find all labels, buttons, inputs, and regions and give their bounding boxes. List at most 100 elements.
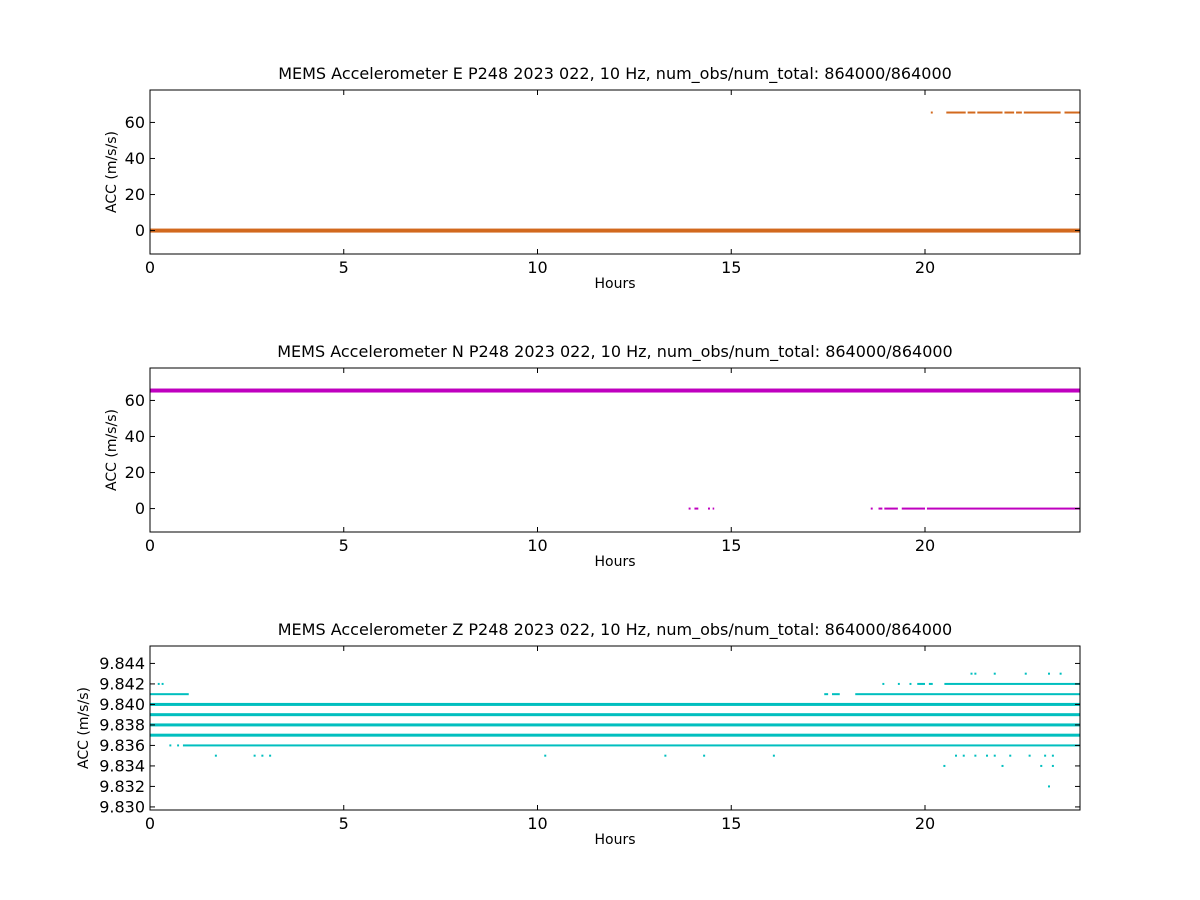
y-tick-label: 60 [125, 113, 145, 132]
data-band [150, 228, 1080, 233]
y-axis-label: ACC (m/s/s) [104, 409, 120, 491]
data-point [1048, 785, 1050, 788]
data-point [993, 672, 996, 675]
data-segment [897, 682, 900, 685]
chart-panel-2: MEMS Accelerometer N P248 2023 022, 10 H… [104, 342, 1081, 570]
x-tick-label: 20 [915, 536, 935, 555]
data-band [150, 723, 1080, 727]
data-series [150, 111, 1080, 233]
data-segment [944, 682, 1080, 685]
data-point [974, 754, 977, 757]
data-point [261, 754, 264, 757]
data-segment [977, 111, 1003, 114]
data-segment [878, 507, 883, 510]
data-segment [967, 111, 976, 114]
data-segment [169, 744, 172, 747]
data-point [1001, 764, 1004, 767]
data-segment [909, 682, 912, 685]
data-segment [870, 507, 873, 510]
data-segment [177, 744, 180, 747]
x-axis-label: Hours [594, 554, 635, 570]
plot-frame [149, 89, 1081, 255]
chart-title: MEMS Accelerometer E P248 2023 022, 10 H… [278, 64, 952, 84]
data-point [214, 754, 217, 757]
data-point [664, 754, 667, 757]
data-point [1009, 754, 1012, 757]
x-tick-label: 0 [145, 536, 155, 555]
data-point [986, 754, 988, 757]
data-point [1040, 764, 1043, 767]
data-segment [832, 693, 840, 696]
data-point [1048, 672, 1050, 675]
data-segment [694, 507, 699, 510]
y-tick-label: 40 [125, 149, 145, 168]
x-tick-label: 10 [527, 536, 547, 555]
data-point [943, 764, 946, 767]
data-point [993, 754, 996, 757]
x-tick-label: 10 [527, 814, 547, 833]
data-point [1051, 754, 1054, 757]
data-segment [930, 111, 933, 114]
data-point [1051, 764, 1054, 767]
data-segment [708, 507, 710, 510]
data-segment [882, 682, 885, 685]
chart-panel-1: MEMS Accelerometer E P248 2023 022, 10 H… [104, 64, 1081, 292]
x-tick-label: 15 [721, 258, 741, 277]
y-axis-label: ACC (m/s/s) [104, 131, 120, 213]
plot-frame [149, 367, 1081, 533]
y-tick-label: 9.840 [99, 695, 145, 714]
data-point [955, 754, 957, 757]
data-point [269, 754, 272, 757]
y-tick-label: 9.844 [99, 654, 145, 673]
chart-title: MEMS Accelerometer Z P248 2023 022, 10 H… [278, 620, 952, 640]
x-tick-label: 20 [915, 814, 935, 833]
y-tick-label: 9.842 [99, 674, 145, 693]
chart-title: MEMS Accelerometer N P248 2023 022, 10 H… [277, 342, 952, 362]
x-tick-label: 15 [721, 536, 741, 555]
y-tick-label: 20 [125, 185, 145, 204]
data-segment [926, 507, 1080, 510]
data-point [974, 672, 977, 675]
data-segment [928, 682, 933, 685]
x-tick-label: 10 [527, 258, 547, 277]
y-tick-label: 0 [135, 221, 145, 240]
y-tick-label: 20 [125, 463, 145, 482]
y-tick-label: 0 [135, 499, 145, 518]
x-tick-label: 0 [145, 258, 155, 277]
y-tick-label: 40 [125, 427, 145, 446]
data-point [772, 754, 775, 757]
x-tick-label: 15 [721, 814, 741, 833]
data-point [703, 754, 706, 757]
data-segment [901, 507, 925, 510]
data-segment [688, 507, 691, 510]
data-series [150, 672, 1080, 788]
data-band [150, 388, 1080, 393]
data-segment [855, 693, 1080, 696]
x-tick-label: 5 [339, 258, 349, 277]
data-segment [917, 682, 925, 685]
data-point [970, 672, 973, 675]
plot-frame [149, 645, 1081, 811]
y-tick-label: 9.834 [99, 756, 145, 775]
y-tick-label: 9.838 [99, 715, 145, 734]
y-axis-label: ACC (m/s/s) [76, 687, 92, 769]
x-tick-label: 20 [915, 258, 935, 277]
data-segment [1016, 111, 1022, 114]
data-point [1024, 672, 1027, 675]
x-tick-label: 5 [339, 814, 349, 833]
data-series [150, 388, 1080, 510]
x-axis-label: Hours [594, 832, 635, 848]
chart-panel-3: MEMS Accelerometer Z P248 2023 022, 10 H… [76, 620, 1081, 848]
data-segment [161, 682, 164, 685]
y-tick-label: 60 [125, 391, 145, 410]
data-segment [1064, 111, 1080, 114]
data-segment [182, 744, 1080, 747]
y-tick-label: 9.830 [99, 797, 145, 816]
x-tick-label: 0 [145, 814, 155, 833]
data-point [1028, 754, 1031, 757]
data-band [150, 702, 1080, 706]
y-tick-label: 9.836 [99, 736, 145, 755]
data-point [1059, 672, 1062, 675]
data-band [150, 733, 1080, 737]
